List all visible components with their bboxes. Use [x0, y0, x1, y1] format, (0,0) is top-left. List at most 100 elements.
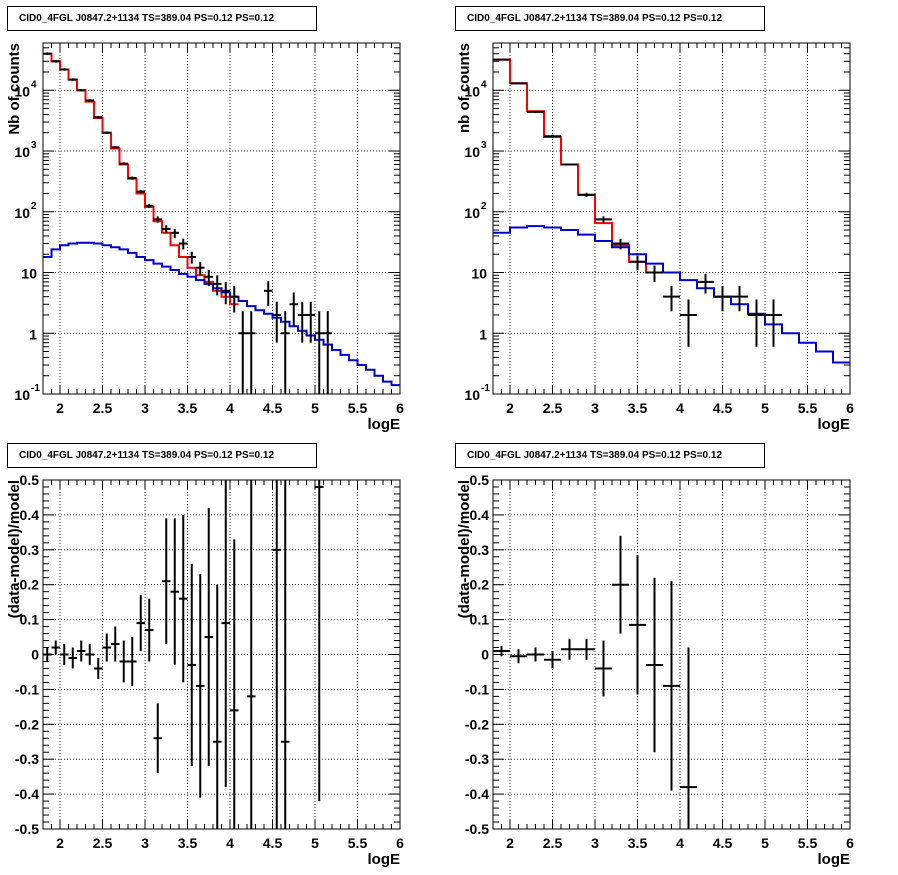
- x-tick-label: 5: [761, 835, 769, 851]
- x-tick-label: 2.5: [543, 835, 563, 851]
- x-axis-label: logE: [368, 851, 401, 868]
- x-tick-label: 3: [141, 400, 149, 416]
- model-step-line: [493, 225, 850, 364]
- y-axis-label: nb of counts: [456, 43, 473, 133]
- y-tick-label: 0.1: [470, 612, 490, 628]
- x-tick-label: 4: [676, 400, 684, 416]
- model-step-line: [43, 52, 239, 306]
- x-tick-label: 4: [226, 400, 234, 416]
- panel-title-top-right: CID0_4FGL J0847.2+1134 TS=389.04 PS=0.12…: [455, 6, 765, 31]
- y-tick-exponent: 4: [31, 79, 37, 90]
- y-tick-label: 10: [464, 387, 480, 403]
- x-axis-label: logE: [818, 416, 851, 433]
- y-tick-label: 0.1: [20, 612, 40, 628]
- panel-title-top-left: CID0_4FGL J0847.2+1134 TS=389.04 PS=0.12…: [7, 6, 317, 31]
- y-tick-label: 10: [471, 266, 487, 282]
- y-tick-label: -0.3: [465, 751, 489, 767]
- y-axis-label: (data-model)/model: [456, 480, 473, 618]
- x-axis-label: logE: [818, 851, 851, 868]
- y-tick-exponent: 2: [31, 201, 37, 212]
- y-tick-label: 0.3: [20, 542, 40, 558]
- y-tick-label: 10: [464, 144, 480, 160]
- x-tick-label: 3: [591, 835, 599, 851]
- y-tick-label: -0.3: [15, 751, 39, 767]
- x-tick-label: 5: [311, 400, 319, 416]
- y-tick-label: 10: [21, 266, 37, 282]
- x-tick-label: 4.5: [263, 400, 283, 416]
- x-tick-label: 4.5: [713, 835, 733, 851]
- x-tick-label: 6: [396, 835, 404, 851]
- y-tick-label: -0.4: [465, 786, 489, 802]
- panel-title-bottom-right: CID0_4FGL J0847.2+1134 TS=389.04 PS=0.12…: [455, 443, 765, 468]
- x-tick-label: 5.5: [348, 835, 368, 851]
- y-tick-label: 0.3: [470, 542, 490, 558]
- x-tick-label: 2.5: [93, 400, 113, 416]
- x-tick-label: 5.5: [798, 835, 818, 851]
- x-tick-label: 2: [506, 400, 514, 416]
- x-axis-label: logE: [368, 416, 401, 433]
- y-axis-label: Nb of counts: [6, 43, 23, 135]
- panel-title-bottom-left: CID0_4FGL J0847.2+1134 TS=389.04 PS=0.12…: [7, 443, 317, 468]
- y-tick-label: 0: [31, 647, 39, 663]
- y-tick-exponent: 2: [481, 201, 487, 212]
- y-tick-label: 0.5: [20, 472, 40, 488]
- x-tick-label: 3: [591, 400, 599, 416]
- y-tick-label: -0.5: [465, 821, 489, 837]
- y-tick-label: 0.2: [470, 577, 490, 593]
- x-tick-label: 3.5: [628, 835, 648, 851]
- x-tick-label: 2: [56, 835, 64, 851]
- y-tick-label: 0: [481, 647, 489, 663]
- y-tick-label: 10: [14, 387, 30, 403]
- x-tick-label: 3: [141, 835, 149, 851]
- y-tick-label: -0.5: [15, 821, 39, 837]
- y-tick-exponent: 3: [31, 140, 37, 151]
- x-tick-label: 3.5: [178, 835, 198, 851]
- x-tick-label: 2: [506, 835, 514, 851]
- y-tick-label: 10: [14, 144, 30, 160]
- y-tick-label: 1: [29, 326, 37, 342]
- plot-bottom-left: 2 2.5 3 3.5 4 4.5 5 5.5 6 -0.5 -0.4 -0.3 -0.2 -0.1 0 0.…: [6, 472, 404, 868]
- x-tick-label: 3.5: [178, 400, 198, 416]
- plot-bottom-right: 2 2.5 3 3.5 4 4.5 5 5.5 6 -0.5 -0.4 -0.3 -0.2 -0.1 0 0.…: [456, 472, 854, 868]
- y-tick-label: 1: [479, 326, 487, 342]
- x-tick-label: 2.5: [93, 835, 113, 851]
- x-tick-label: 2.5: [543, 400, 563, 416]
- plot-frame: [492, 42, 851, 395]
- x-tick-label: 4.5: [263, 835, 283, 851]
- y-tick-label: -0.1: [465, 681, 489, 697]
- x-tick-label: 5: [311, 835, 319, 851]
- x-tick-label: 3.5: [628, 400, 648, 416]
- y-tick-label: -0.4: [15, 786, 39, 802]
- y-tick-label: 0.2: [20, 577, 40, 593]
- y-tick-exponent: 3: [481, 140, 487, 151]
- y-tick-label: -0.2: [465, 716, 489, 732]
- x-tick-label: 4.5: [713, 400, 733, 416]
- x-tick-label: 4: [226, 835, 234, 851]
- x-tick-label: 4: [676, 835, 684, 851]
- y-tick-label: 0.4: [20, 507, 40, 523]
- plot-frame: [42, 42, 401, 395]
- y-tick-label: 0.5: [470, 472, 490, 488]
- x-tick-label: 6: [846, 400, 854, 416]
- x-tick-label: 6: [396, 400, 404, 416]
- x-tick-label: 6: [846, 835, 854, 851]
- x-tick-label: 2: [56, 400, 64, 416]
- y-tick-label: -0.2: [15, 716, 39, 732]
- y-tick-label: 0.4: [470, 507, 490, 523]
- x-tick-label: 5: [761, 400, 769, 416]
- y-tick-exponent: 4: [481, 79, 487, 90]
- y-tick-exponent: -1: [481, 383, 490, 394]
- y-axis-label: (data-model)/model: [6, 480, 23, 618]
- x-tick-label: 5.5: [798, 400, 818, 416]
- y-tick-exponent: -1: [31, 383, 40, 394]
- model-step-line: [43, 241, 400, 387]
- y-tick-label: 10: [14, 83, 30, 99]
- y-tick-label: -0.1: [15, 681, 39, 697]
- y-tick-label: 10: [464, 83, 480, 99]
- x-tick-label: 5.5: [348, 400, 368, 416]
- y-tick-label: 10: [14, 205, 30, 221]
- model-step-line: [493, 58, 663, 274]
